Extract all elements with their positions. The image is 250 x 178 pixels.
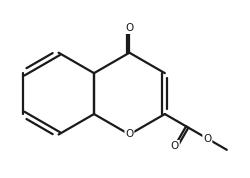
Text: O: O	[203, 134, 212, 144]
Text: O: O	[171, 141, 179, 151]
Text: O: O	[125, 23, 134, 33]
Text: O: O	[125, 129, 134, 140]
